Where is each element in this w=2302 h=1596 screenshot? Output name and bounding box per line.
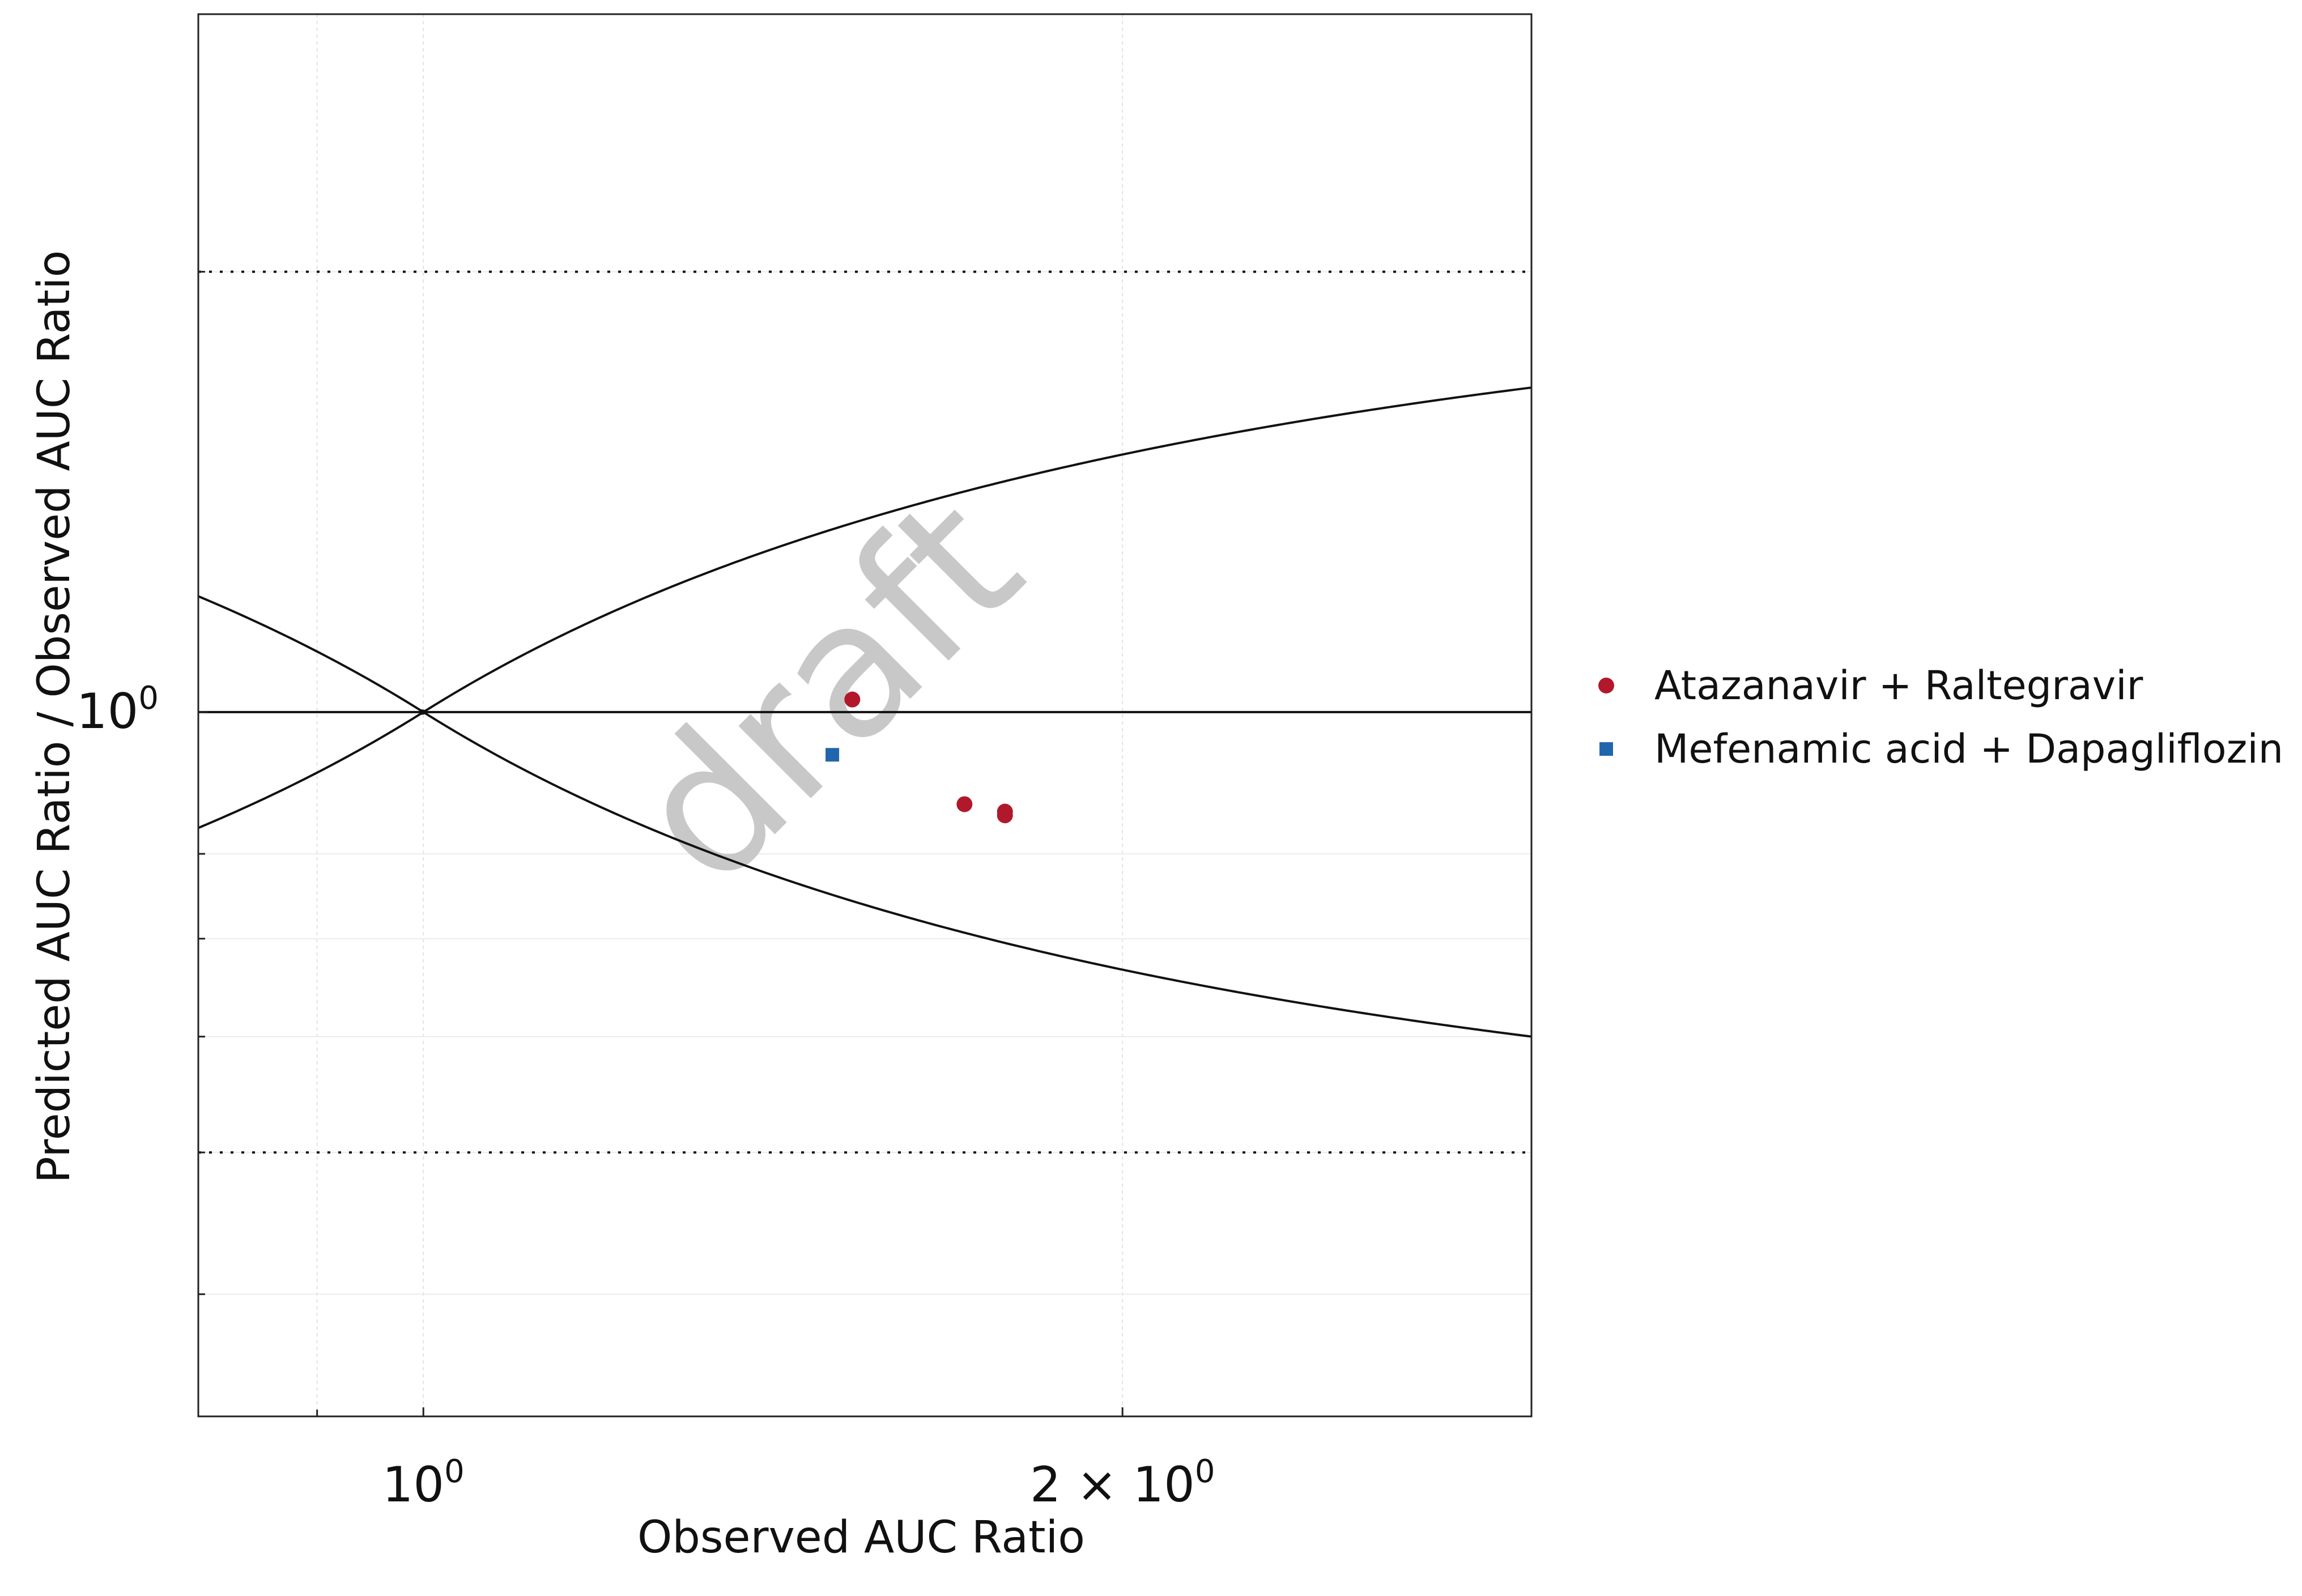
x-axis-label: Observed AUC Ratio [637, 1512, 1085, 1563]
data-point-circle [844, 691, 861, 708]
guest-lower-limit [198, 712, 1532, 1038]
guest-upper-limit [198, 386, 1532, 713]
data-points [826, 691, 1013, 824]
legend-marker-square [1599, 742, 1613, 756]
data-point-circle [956, 796, 973, 812]
data-point-circle [997, 807, 1013, 824]
data-point-square [826, 748, 840, 762]
plot-border [197, 13, 1533, 1418]
x-tick-label: 2 × 100 [1030, 1453, 1215, 1513]
legend-marker-circle [1598, 678, 1614, 693]
axis-ticks: 100 2 × 100 100 [76, 271, 1533, 1513]
watermark-layer: draft [592, 456, 1061, 925]
plot-frame [197, 13, 1533, 1418]
x-tick-label: 100 [382, 1453, 465, 1513]
y-tick-label: 100 [76, 680, 159, 740]
legend-label: Mefenamic acid + Dapagliflozin [1654, 726, 2283, 772]
legend-label: Atazanavir + Raltegravir [1654, 662, 2143, 709]
legend: Atazanavir + Raltegravir Mefenamic acid +… [1598, 662, 2283, 772]
watermark-text: draft [592, 456, 1061, 925]
reference-lines [198, 270, 1532, 1154]
y-axis-label: Predicted AUC Ratio / Observed AUC Ratio [29, 250, 80, 1184]
